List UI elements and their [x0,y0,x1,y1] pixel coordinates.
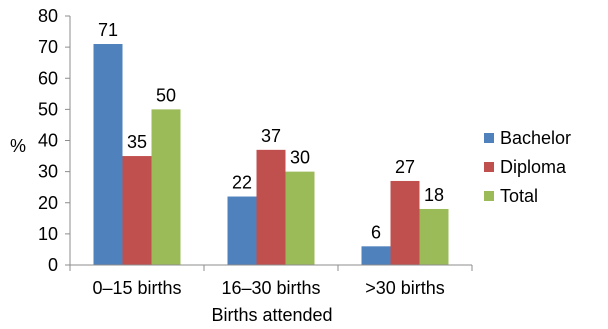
legend-swatch-diploma [484,162,494,172]
x-tick-label: >30 births [365,278,445,298]
bar-total-0 [151,109,181,265]
data-label: 22 [232,173,252,193]
y-tick-label: 20 [38,193,58,213]
y-axis-title: % [10,136,26,156]
bar-bachelor-0 [93,44,123,266]
y-tick-label: 80 [38,6,58,26]
bar-bachelor-2 [361,246,391,265]
y-tick-label: 0 [48,255,58,275]
y-tick-label: 70 [38,37,58,57]
x-tick-label: 16–30 births [221,278,320,298]
legend: Bachelor Diploma Total [484,128,571,206]
data-label: 30 [290,148,310,168]
y-tick-label: 50 [38,99,58,119]
bar-diploma-1 [256,149,286,265]
data-label: 35 [127,132,147,152]
bars [93,44,449,266]
x-tick-label: 0–15 births [92,278,181,298]
y-tick-label: 30 [38,162,58,182]
x-axis-ticks: 0–15 births 16–30 births >30 births [69,265,473,298]
data-label: 50 [156,85,176,105]
x-axis-title: Births attended [211,305,332,325]
legend-swatch-bachelor [484,133,494,143]
bar-bachelor-1 [227,196,257,265]
data-label: 71 [98,20,118,40]
y-axis-ticks: 0 10 20 30 40 50 60 70 80 [38,6,70,275]
y-tick-label: 10 [38,224,58,244]
data-labels: 71 22 6 35 37 27 50 30 18 [98,20,444,242]
y-tick-label: 40 [38,131,58,151]
bar-diploma-2 [390,180,420,265]
data-label: 6 [371,222,381,242]
legend-swatch-total [484,191,494,201]
bar-diploma-0 [122,156,152,265]
bar-total-2 [419,208,449,265]
legend-label: Bachelor [500,128,571,148]
legend-label: Total [500,186,538,206]
data-label: 27 [395,157,415,177]
legend-label: Diploma [500,157,567,177]
axes [69,16,472,266]
y-tick-label: 60 [38,68,58,88]
bar-total-1 [285,171,315,265]
data-label: 18 [424,185,444,205]
data-label: 37 [261,126,281,146]
